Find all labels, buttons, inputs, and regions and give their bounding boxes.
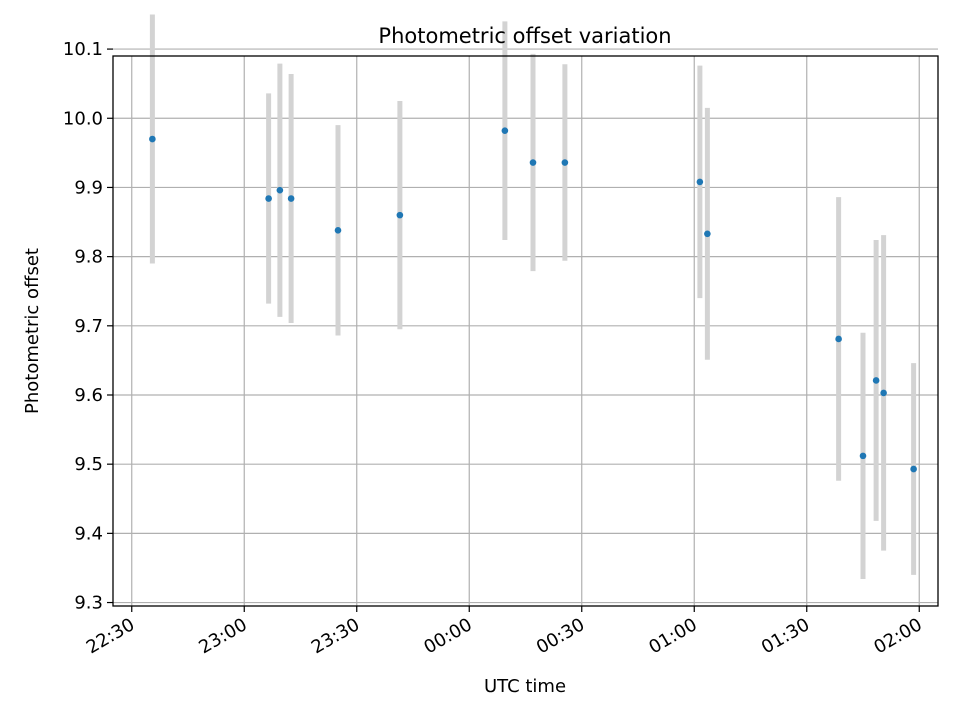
y-tick-label: 9.8 [74,247,103,268]
y-tick-label: 10.0 [63,108,103,129]
data-point [529,159,537,166]
data-point [287,195,295,202]
data-point [265,195,272,202]
data-point [276,186,284,194]
data-point [880,389,887,397]
data-point [872,377,880,384]
y-tick-label: 9.6 [74,385,103,406]
data-point [835,335,842,343]
y-tick-label: 9.3 [74,593,103,614]
grid [113,48,938,606]
y-tick-label: 9.9 [74,177,103,198]
x-axis-title: UTC time [484,676,566,697]
y-tick-label: 9.5 [74,454,103,475]
data-point [704,230,711,238]
y-tick-label: 9.4 [74,523,103,544]
data-point [910,465,917,473]
data-point [859,452,867,460]
y-axis-title: Photometric offset [22,248,43,414]
y-tick-label: 9.7 [74,316,103,337]
y-tick-label: 10.1 [63,39,103,60]
plot-frame [112,55,939,607]
data-points [149,127,917,473]
data-point [696,178,704,186]
data-point [501,127,509,135]
data-point [396,211,404,219]
chart-title: Photometric offset variation [378,24,671,48]
data-point [561,159,569,166]
data-point [334,227,342,234]
data-point [149,135,156,143]
